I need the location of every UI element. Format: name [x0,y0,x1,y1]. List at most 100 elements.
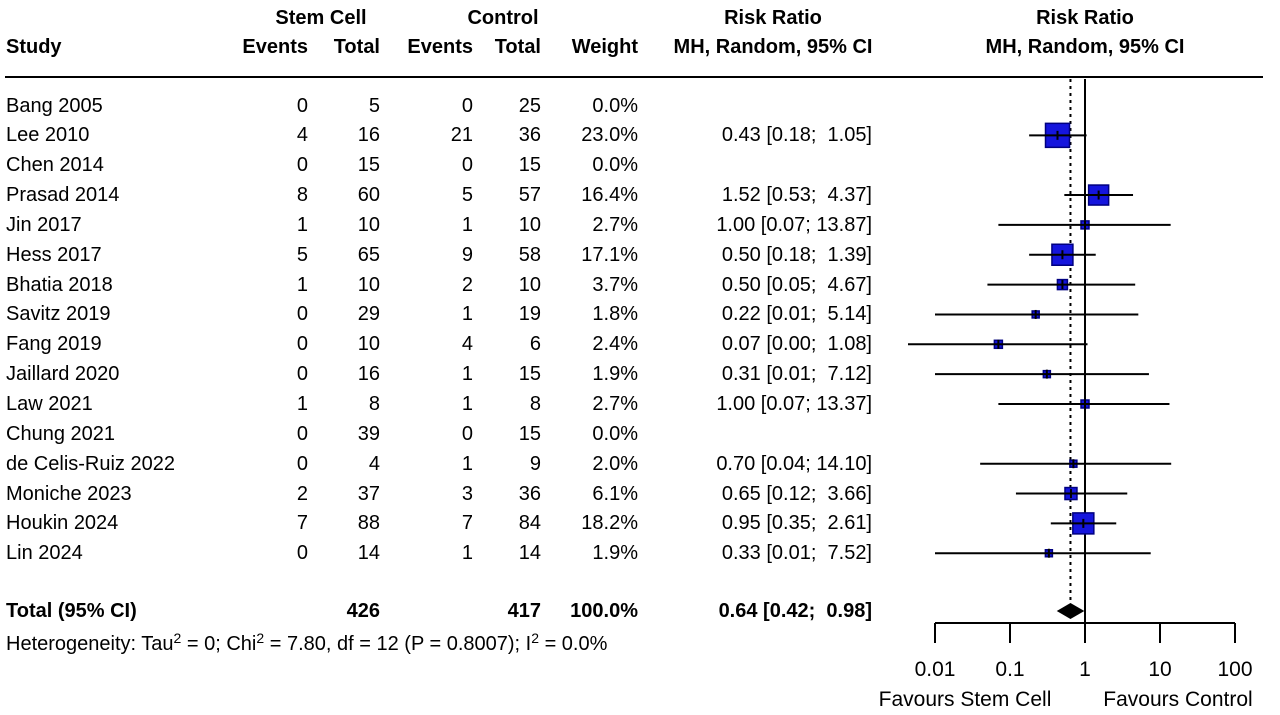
control-events: 0 [461,154,473,177]
study-name: Lin 2024 [6,542,83,565]
column-header-weight: Weight [571,36,638,58]
control-total: 15 [518,422,541,445]
rr-ci-text: 0.22 [0.01; 5.14] [721,303,872,326]
control-total: 58 [518,243,541,266]
weight-value: 2.7% [592,213,638,236]
stem-events: 0 [296,333,308,356]
total-stem-total: 426 [346,600,380,622]
heterogeneity-superscript: 2 [531,630,540,646]
control-events: 1 [461,213,473,236]
stem-total: 88 [357,512,380,535]
column-header-stem-events: Events [242,36,308,58]
weight-value: 6.1% [592,482,638,505]
study-name: Bang 2005 [6,94,103,117]
heterogeneity-text: = 7.80, df = 12 (P = 0.8007); I [264,633,532,655]
study-name: Jaillard 2020 [6,363,120,386]
study-name: Bhatia 2018 [6,273,113,296]
column-header-control-total: Total [494,36,541,58]
column-header-mh-ci-text: MH, Random, 95% CI [673,36,873,58]
group-header-risk-ratio-text: Risk Ratio [724,7,822,29]
x-axis-tick-label: 10 [1148,658,1172,681]
control-events: 4 [461,333,473,356]
rr-ci-text: 0.95 [0.35; 2.61] [721,512,872,535]
control-total: 10 [518,213,541,236]
stem-total: 8 [368,393,380,415]
control-total: 36 [518,124,541,147]
control-events: 1 [461,303,473,326]
control-events: 1 [461,393,473,415]
group-header-control: Control [467,7,539,29]
control-total: 84 [518,512,541,535]
study-name: Hess 2017 [6,243,102,266]
column-header-control-events: Events [407,36,473,58]
x-axis-tick-label: 1 [1079,658,1091,681]
stem-total: 39 [357,422,380,445]
weight-value: 2.4% [592,333,638,356]
control-total: 36 [518,482,541,505]
stem-events: 2 [296,482,308,505]
group-header-risk-ratio-plot: Risk Ratio [1036,7,1134,29]
control-events: 0 [461,94,473,117]
rr-ci-text: 0.07 [0.00; 1.08] [721,333,872,356]
study-name: de Celis-Ruiz 2022 [6,452,175,475]
study-name: Jin 2017 [6,213,82,236]
study-name: Moniche 2023 [6,482,132,505]
weight-value: 18.2% [581,512,638,535]
control-total: 19 [518,303,541,326]
weight-value: 2.0% [592,452,638,475]
stem-total: 65 [357,243,380,266]
stem-events: 5 [296,243,308,266]
rr-ci-text: 0.50 [0.18; 1.39] [721,243,872,266]
stem-events: 0 [296,94,308,117]
stem-events: 0 [296,422,308,445]
study-name: Law 2021 [6,393,93,415]
total-control-total: 417 [507,600,541,622]
stem-events: 1 [296,213,308,236]
x-axis-tick-label: 0.01 [914,658,956,681]
control-events: 3 [461,482,473,505]
study-name: Lee 2010 [6,124,90,147]
stem-total: 16 [357,124,380,147]
control-events: 1 [461,452,473,475]
weight-value: 0.0% [592,154,638,177]
weight-value: 1.9% [592,363,638,386]
heterogeneity-text: Heterogeneity: Tau [6,633,174,655]
control-total: 8 [529,393,541,415]
group-header-stem-cell: Stem Cell [275,7,367,29]
weight-value: 16.4% [581,184,638,207]
weight-value: 17.1% [581,243,638,266]
control-events: 1 [461,363,473,386]
stem-total: 10 [357,333,380,356]
stem-total: 5 [368,94,380,117]
pooled-diamond [1056,603,1085,619]
stem-total: 10 [357,273,380,296]
control-events: 1 [461,542,473,565]
stem-total: 4 [368,452,380,475]
rr-ci-text: 0.65 [0.12; 3.66] [721,482,872,505]
stem-events: 8 [296,184,308,207]
stem-events: 4 [296,124,308,147]
heterogeneity-superscript: 2 [173,630,182,646]
rr-ci-text: 0.70 [0.04; 14.10] [716,452,872,475]
heterogeneity-text: = 0; Chi [181,633,257,655]
stem-events: 0 [296,452,308,475]
weight-value: 1.8% [592,303,638,326]
weight-value: 2.7% [592,393,638,415]
control-events: 21 [450,124,473,147]
study-name: Fang 2019 [6,333,102,356]
control-events: 5 [461,184,473,207]
column-header-study: Study [6,36,62,58]
stem-events: 0 [296,542,308,565]
heterogeneity-text: = 0.0% [539,633,608,655]
stem-total: 29 [357,303,380,326]
rr-ci-text: 0.33 [0.01; 7.52] [721,542,872,565]
control-events: 0 [461,422,473,445]
total-row-label: Total (95% CI) [6,600,137,622]
control-total: 15 [518,154,541,177]
control-total: 6 [529,333,541,356]
x-axis-tick-label: 0.1 [995,658,1025,681]
total-weight: 100.0% [570,600,638,622]
rr-ci-text: 0.43 [0.18; 1.05] [721,124,872,147]
